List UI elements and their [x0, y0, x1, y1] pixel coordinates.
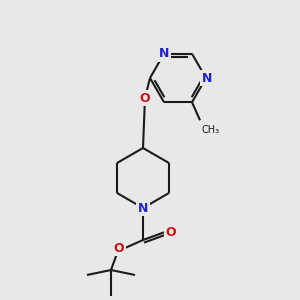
Text: N: N — [159, 47, 169, 60]
Text: N: N — [202, 71, 212, 85]
Text: CH₃: CH₃ — [202, 125, 220, 135]
Text: O: O — [114, 242, 124, 254]
Text: N: N — [138, 202, 148, 214]
Text: O: O — [140, 92, 150, 104]
Text: O: O — [166, 226, 176, 238]
